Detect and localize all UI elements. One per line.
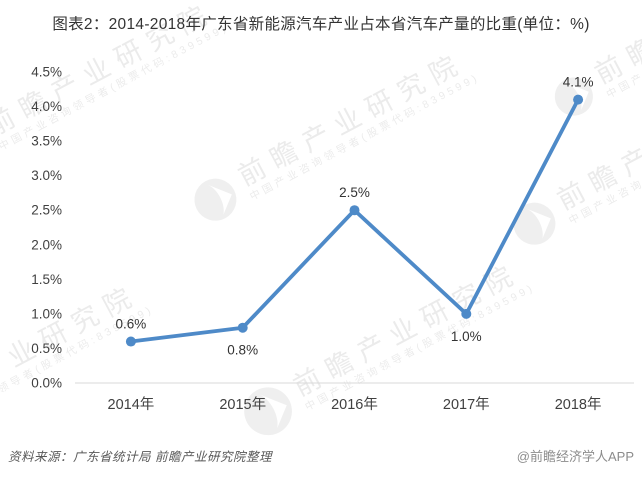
- data-point: [349, 205, 360, 216]
- x-tick-label: 2014年: [108, 396, 155, 413]
- y-tick-label: 0.5%: [31, 341, 62, 356]
- data-point-label: 2.5%: [339, 185, 370, 200]
- data-point-label: 4.1%: [563, 75, 594, 90]
- y-tick-label: 3.0%: [31, 168, 62, 183]
- y-tick-label: 2.0%: [31, 237, 62, 252]
- chart-title: 图表2：2014-2018年广东省新能源汽车产业占本省汽车产量的比重(单位：%): [52, 16, 590, 33]
- x-tick-label: 2015年: [219, 396, 266, 413]
- data-point-label: 1.0%: [451, 329, 482, 344]
- data-point: [125, 336, 136, 347]
- x-tick-label: 2018年: [555, 396, 602, 413]
- data-point-label: 0.6%: [116, 317, 147, 332]
- x-tick-label: 2017年: [443, 396, 490, 413]
- y-tick-label: 3.5%: [31, 134, 62, 149]
- y-tick-label: 4.0%: [31, 99, 62, 114]
- data-point: [237, 322, 248, 333]
- source-note: 资料来源：广东省统计局 前瞻产业研究院整理: [8, 450, 272, 464]
- y-tick-label: 2.5%: [31, 203, 62, 218]
- credit-note: @前瞻经济学人APP: [516, 449, 634, 464]
- y-tick-label: 0.0%: [31, 376, 62, 391]
- data-point: [461, 308, 472, 319]
- y-tick-label: 1.0%: [31, 306, 62, 321]
- x-tick-label: 2016年: [331, 396, 378, 413]
- data-line: [128, 97, 580, 344]
- data-point: [573, 94, 584, 105]
- y-tick-label: 4.5%: [31, 65, 62, 80]
- y-tick-label: 1.5%: [31, 272, 62, 287]
- data-point-label: 0.8%: [227, 343, 258, 358]
